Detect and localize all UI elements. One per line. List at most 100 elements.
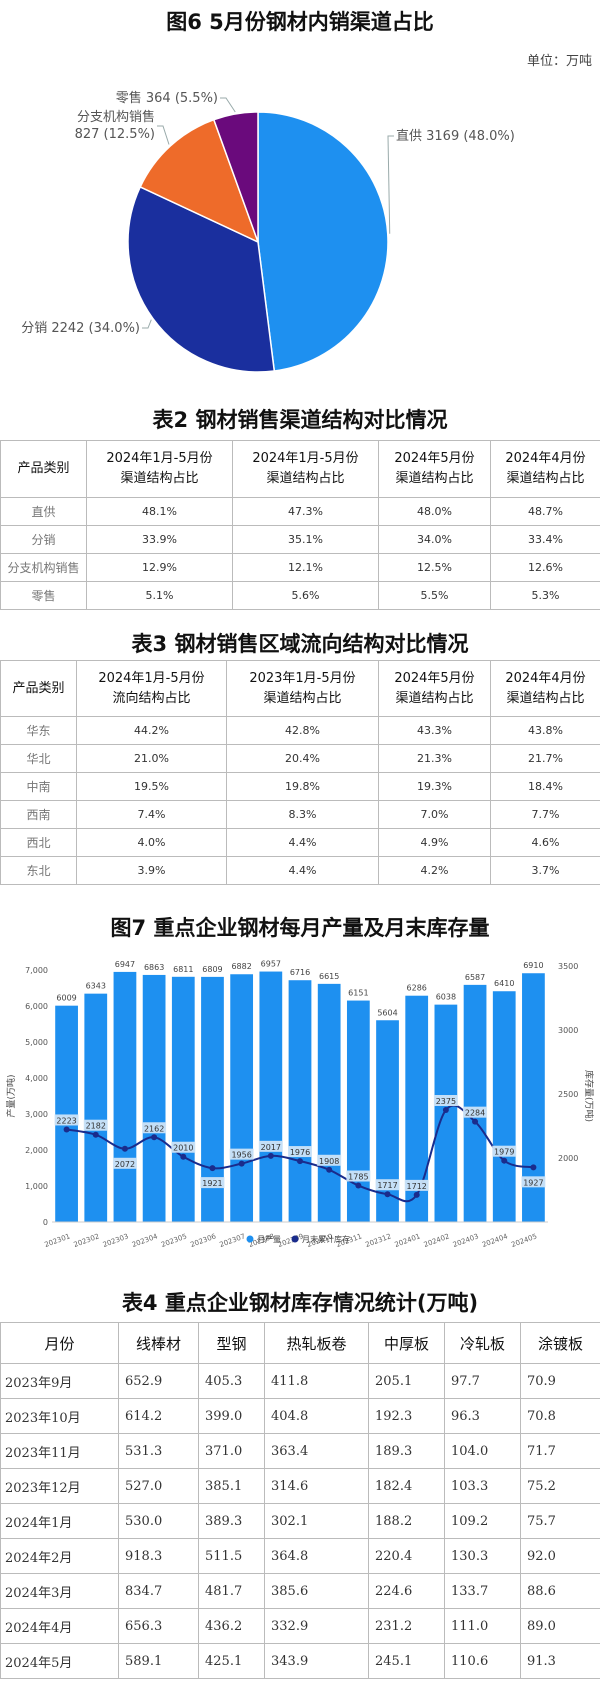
- table3-row: 西北 4.0% 4.4% 4.9% 4.6%: [0, 828, 600, 857]
- x-tick: 202312: [364, 1232, 392, 1249]
- table3-cell: 43.8%: [490, 716, 600, 745]
- table4-cell: 109.2: [444, 1503, 521, 1539]
- fig6-title: 图6 5月份钢材内销渠道占比: [166, 10, 434, 34]
- table2-cell: 5.6%: [232, 581, 379, 610]
- x-tick: 202402: [423, 1232, 451, 1249]
- table2-cell: 34.0%: [378, 525, 491, 554]
- table3-cell: 21.0%: [76, 744, 227, 773]
- inventory-label-bg: [200, 1177, 225, 1189]
- x-tick: 202306: [189, 1232, 217, 1249]
- inventory-value-label: 2072: [115, 1160, 135, 1169]
- inventory-point: [442, 1107, 449, 1113]
- table2-cell: 33.4%: [490, 525, 600, 554]
- production-value-label: 6615: [319, 972, 339, 981]
- table3-row: 东北 3.9% 4.4% 4.2% 3.7%: [0, 856, 600, 885]
- table2-cell: 33.9%: [86, 525, 233, 554]
- table3-cell: 7.7%: [490, 800, 600, 829]
- table4-cell: 411.8: [264, 1363, 369, 1399]
- x-tick: 202401: [394, 1232, 422, 1249]
- inventory-point: [472, 1118, 479, 1125]
- table4-cell: 75.2: [520, 1468, 600, 1504]
- table4-cell: 70.9: [520, 1363, 600, 1399]
- production-bar: [142, 974, 166, 1222]
- y-right-tick: 3000: [558, 1026, 578, 1035]
- table4-month: 2024年3月: [0, 1573, 119, 1609]
- table4-month: 2024年1月: [0, 1503, 119, 1539]
- production-value-label: 6957: [261, 960, 281, 969]
- production-value-label: 6286: [407, 984, 427, 993]
- table4-cell: 385.6: [264, 1573, 369, 1609]
- legend-marker-inventory: [291, 1235, 299, 1243]
- x-tick: 202404: [481, 1232, 509, 1249]
- table4-cell: 404.8: [264, 1398, 369, 1434]
- table4-cell: 425.1: [198, 1643, 265, 1679]
- table4-cell: 224.6: [368, 1573, 445, 1609]
- inventory-label-bg: [346, 1170, 371, 1182]
- table2-cell: 5.3%: [490, 581, 600, 610]
- table4-row: 2023年9月 652.9 405.3 411.8 205.1 97.7 70.9: [0, 1363, 600, 1399]
- table4-cell: 531.3: [118, 1433, 199, 1469]
- production-bar: [522, 973, 545, 1222]
- table4-cell: 220.4: [368, 1538, 445, 1574]
- y-right-label: 库存量(万吨): [583, 1070, 595, 1122]
- table4-header: 月份: [0, 1322, 119, 1364]
- inventory-label-bg: [229, 1148, 254, 1160]
- table2-row-label: 直供: [0, 497, 87, 526]
- table4-cell: 343.9: [264, 1643, 369, 1679]
- inventory-point: [267, 1152, 274, 1159]
- table3-header: 2023年1月-5月份 渠道结构占比: [226, 660, 379, 717]
- table3-cell: 4.4%: [226, 828, 379, 857]
- table4-cell: 205.1: [368, 1363, 445, 1399]
- inventory-label-bg: [492, 1145, 517, 1157]
- production-bar: [288, 980, 312, 1222]
- table4-cell: 589.1: [118, 1643, 199, 1679]
- table3-cell: 18.4%: [490, 772, 600, 801]
- y-right-tick: 2000: [558, 1154, 578, 1163]
- production-value-label: 6038: [436, 993, 456, 1002]
- table4-cell: 302.1: [264, 1503, 369, 1539]
- inventory-label-bg: [433, 1095, 458, 1106]
- table4-cell: 189.3: [368, 1433, 445, 1469]
- x-tick: 202301: [43, 1232, 71, 1249]
- inventory-value-label: 1927: [523, 1178, 543, 1187]
- table4-cell: 481.7: [198, 1573, 265, 1609]
- table4-cell: 332.9: [264, 1608, 369, 1644]
- x-tick: 202304: [131, 1232, 159, 1249]
- table3-cell: 4.9%: [378, 828, 491, 857]
- legend-label-inventory: 月末累计库存: [302, 1234, 350, 1244]
- inventory-point: [238, 1160, 245, 1167]
- table4-cell: 91.3: [520, 1643, 600, 1679]
- table4-cell: 70.8: [520, 1398, 600, 1434]
- table2-cell: 12.9%: [86, 553, 233, 582]
- table4-cell: 364.8: [264, 1538, 369, 1574]
- table3-cell: 21.7%: [490, 744, 600, 773]
- table3-row-label: 华东: [0, 716, 77, 745]
- pie-label: 零售 364 (5.5%): [116, 90, 218, 106]
- table4-cell: 371.0: [198, 1433, 265, 1469]
- table2-row-label: 分支机构销售: [0, 553, 87, 582]
- table4-cell: 918.3: [118, 1538, 199, 1574]
- table2-row: 直供 48.1% 47.3% 48.0% 48.7%: [0, 497, 600, 526]
- table3-cell: 4.6%: [490, 828, 600, 857]
- production-bar: [113, 971, 137, 1222]
- production-bar: [492, 991, 516, 1222]
- table4-cell: 88.6: [520, 1573, 600, 1609]
- table2-header: 2024年4月份 渠道结构占比: [490, 440, 600, 498]
- fig6-unit: 单位：万吨: [526, 54, 592, 69]
- inventory-value-label: 1979: [494, 1148, 514, 1157]
- inventory-value-label: 1785: [348, 1173, 368, 1182]
- x-tick: 202302: [73, 1232, 101, 1249]
- inventory-point: [209, 1165, 216, 1172]
- table3-row: 西南 7.4% 8.3% 7.0% 7.7%: [0, 800, 600, 829]
- inventory-point: [501, 1157, 508, 1164]
- table3-header: 2024年5月份 渠道结构占比: [378, 660, 491, 717]
- table2-cell: 47.3%: [232, 497, 379, 526]
- table3-cell: 4.0%: [76, 828, 227, 857]
- y-left-tick: 0: [43, 1218, 48, 1227]
- production-bar: [434, 1004, 458, 1222]
- table4-cell: 656.3: [118, 1608, 199, 1644]
- y-left-tick: 1,000: [25, 1182, 48, 1191]
- inventory-value-label: 2017: [261, 1143, 281, 1152]
- production-value-label: 6343: [86, 982, 106, 991]
- table2-cell: 12.1%: [232, 553, 379, 582]
